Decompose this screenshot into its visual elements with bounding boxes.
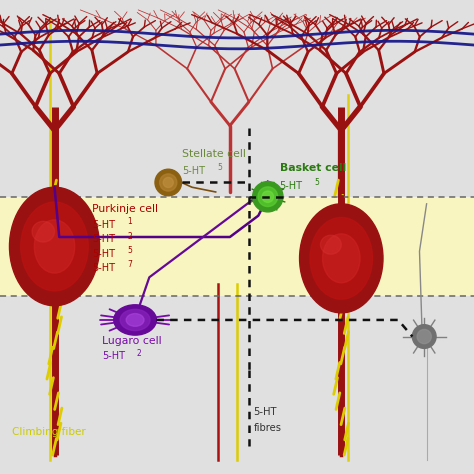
Text: 1: 1 [127,218,132,226]
Text: 5-HT: 5-HT [92,220,116,230]
Circle shape [412,325,436,348]
Text: fibres: fibres [254,422,282,433]
Text: 2: 2 [137,349,141,357]
Circle shape [258,187,278,207]
Text: 5: 5 [127,246,132,255]
Text: Purkinje cell: Purkinje cell [92,203,158,214]
Text: 5-HT: 5-HT [92,263,116,273]
Text: Stellate cell: Stellate cell [182,149,246,159]
Text: 5: 5 [314,179,319,187]
Circle shape [253,182,283,212]
Text: 2: 2 [127,232,132,240]
Text: 5-HT: 5-HT [280,181,303,191]
Circle shape [262,191,273,202]
Ellipse shape [126,314,144,326]
Text: 5-HT: 5-HT [102,351,125,362]
Text: 5-HT: 5-HT [92,248,116,259]
Ellipse shape [21,202,88,291]
Ellipse shape [300,204,383,313]
Circle shape [417,329,431,344]
Ellipse shape [34,220,75,273]
Text: 5-HT: 5-HT [182,165,206,176]
Circle shape [155,169,182,196]
Text: Basket cell: Basket cell [280,163,346,173]
Text: Climbing fiber: Climbing fiber [12,427,86,438]
Text: 5-HT: 5-HT [254,407,277,418]
Ellipse shape [114,305,156,335]
Ellipse shape [32,221,55,242]
Ellipse shape [322,234,360,283]
Ellipse shape [9,187,100,306]
Circle shape [163,177,173,188]
Text: Lugaro cell: Lugaro cell [102,336,162,346]
Circle shape [160,174,177,191]
Bar [0,197,474,296]
Ellipse shape [120,310,150,330]
Text: 7: 7 [127,260,132,269]
Ellipse shape [320,235,341,254]
Text: 5: 5 [217,163,222,172]
Text: 5-HT: 5-HT [92,234,116,245]
Ellipse shape [310,218,373,299]
